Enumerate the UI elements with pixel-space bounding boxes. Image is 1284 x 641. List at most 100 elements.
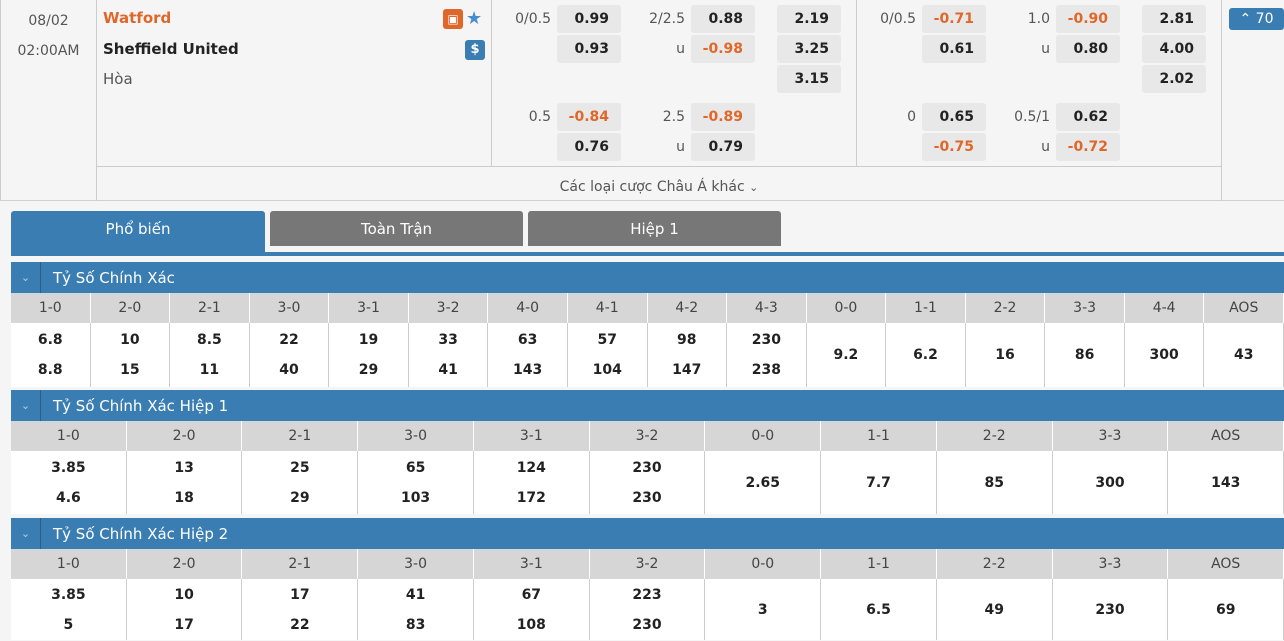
1x2-odds[interactable]: 2.02 [1142, 65, 1206, 93]
score-odds[interactable]: 300 [1095, 474, 1125, 491]
handicap-home-odds[interactable]: 0.65 [922, 103, 986, 131]
score-odds[interactable]: 11 [199, 362, 220, 378]
handicap-away-odds[interactable]: 0.61 [922, 35, 986, 63]
score-odds[interactable]: 5 [63, 616, 74, 633]
score-odds[interactable]: 223 [632, 586, 662, 603]
under-odds[interactable]: 0.79 [691, 133, 755, 161]
handicap-away-odds[interactable]: 0.76 [557, 133, 621, 161]
score-odds[interactable]: 230 [632, 489, 662, 506]
section-header[interactable]: ⌄ Tỷ Số Chính Xác Hiệp 1 [11, 390, 1284, 421]
score-odds[interactable]: 3 [757, 601, 768, 618]
section-header[interactable]: ⌄ Tỷ Số Chính Xác Hiệp 2 [11, 518, 1284, 549]
score-odds[interactable]: 29 [358, 362, 379, 378]
score-odds[interactable]: 22 [279, 332, 299, 348]
score-odds[interactable]: 9.2 [833, 347, 859, 363]
match-row: 08/02 02:00AM Watford Sheffield United H… [0, 0, 1284, 201]
score-odds[interactable]: 17 [290, 586, 310, 603]
score-odds[interactable]: 13 [174, 459, 194, 476]
score-odds[interactable]: 41 [438, 362, 458, 378]
score-odds[interactable]: 3.85 [51, 586, 86, 603]
over-odds[interactable]: 0.88 [691, 5, 755, 33]
score-odds[interactable]: 2.65 [745, 474, 781, 491]
star-icon[interactable]: ★ [466, 8, 483, 29]
score-odds[interactable]: 41 [405, 586, 426, 603]
score-odds[interactable]: 16 [995, 347, 1015, 363]
score-odds[interactable]: 172 [516, 489, 546, 506]
score-odds[interactable]: 67 [521, 586, 542, 603]
handicap-home-odds[interactable]: -0.84 [557, 103, 621, 131]
score-odds[interactable]: 4.6 [55, 489, 81, 506]
score-odds[interactable]: 40 [279, 362, 299, 378]
tab-toan-tran[interactable]: Toàn Trận [270, 211, 523, 246]
score-odds[interactable]: 65 [405, 459, 426, 476]
score-odds[interactable]: 8.5 [197, 332, 222, 348]
more-asian-bets-link[interactable]: Các loại cược Châu Á khác ⌄ [97, 166, 1221, 200]
tab-hiep-1[interactable]: Hiệp 1 [528, 211, 781, 246]
score-odds[interactable]: 43 [1233, 347, 1254, 363]
1x2-odds[interactable]: 2.19 [777, 5, 841, 33]
score-odds[interactable]: 10 [174, 586, 194, 603]
chevron-down-icon[interactable]: ⌄ [11, 262, 41, 293]
handicap-home-odds[interactable]: -0.71 [922, 5, 986, 33]
handicap-home-odds[interactable]: 0.99 [557, 5, 621, 33]
score-odds[interactable]: 8.8 [37, 362, 63, 378]
score-odds[interactable]: 15 [120, 362, 140, 378]
score-odds[interactable]: 6.8 [37, 332, 63, 348]
score-odds[interactable]: 230 [751, 332, 781, 348]
tab-pho-bien[interactable]: Phổ biến [11, 211, 265, 253]
score-odds[interactable]: 17 [174, 616, 194, 633]
handicap-away-odds[interactable]: 0.93 [557, 35, 621, 63]
over-odds[interactable]: -0.89 [691, 103, 755, 131]
score-odds[interactable]: 83 [405, 616, 426, 633]
score-odds[interactable]: 103 [400, 489, 431, 506]
field-icon[interactable]: ▣ [443, 9, 463, 29]
chevron-down-icon[interactable]: ⌄ [11, 518, 41, 549]
score-odds[interactable]: 7.7 [866, 474, 891, 491]
chevron-down-icon[interactable]: ⌄ [11, 390, 41, 421]
home-team[interactable]: Watford [103, 9, 172, 27]
score-odds-cell: 6.2 [886, 323, 966, 387]
score-odds[interactable]: 230 [632, 616, 662, 633]
score-odds[interactable]: 85 [984, 474, 1004, 491]
away-team[interactable]: Sheffield United [103, 40, 239, 58]
score-odds[interactable]: 3.85 [51, 459, 86, 476]
score-odds[interactable]: 104 [592, 362, 622, 378]
score-odds[interactable]: 33 [438, 332, 458, 348]
score-odds[interactable]: 6.2 [913, 347, 938, 363]
under-odds[interactable]: 0.80 [1056, 35, 1120, 63]
over-odds[interactable]: -0.90 [1056, 5, 1120, 33]
over-odds[interactable]: 0.62 [1056, 103, 1120, 131]
score-odds[interactable]: 18 [174, 489, 194, 506]
score-odds[interactable]: 63 [517, 332, 538, 348]
score-odds[interactable]: 238 [751, 362, 781, 378]
1x2-odds[interactable]: 3.15 [777, 65, 841, 93]
dollar-icon[interactable]: $ [465, 40, 485, 60]
score-odds[interactable]: 98 [677, 332, 697, 348]
score-odds[interactable]: 69 [1215, 601, 1236, 618]
score-odds[interactable]: 143 [513, 362, 543, 378]
score-odds[interactable]: 19 [358, 332, 379, 348]
handicap-away-odds[interactable]: -0.75 [922, 133, 986, 161]
score-odds[interactable]: 147 [672, 362, 702, 378]
expand-markets-button[interactable]: ⌃ 70 [1229, 8, 1284, 30]
score-odds[interactable]: 22 [290, 616, 310, 633]
score-odds[interactable]: 49 [984, 601, 1004, 618]
score-odds[interactable]: 230 [632, 459, 662, 476]
section-header[interactable]: ⌄ Tỷ Số Chính Xác [11, 262, 1284, 293]
score-odds[interactable]: 108 [516, 616, 546, 633]
1x2-odds[interactable]: 3.25 [777, 35, 841, 63]
under-odds[interactable]: -0.98 [691, 35, 755, 63]
score-odds[interactable]: 300 [1149, 347, 1179, 363]
score-odds[interactable]: 143 [1211, 474, 1241, 491]
score-odds[interactable]: 124 [516, 459, 546, 476]
score-odds[interactable]: 10 [120, 332, 140, 348]
score-odds[interactable]: 25 [290, 459, 310, 476]
1x2-odds[interactable]: 4.00 [1142, 35, 1206, 63]
score-odds[interactable]: 6.5 [866, 601, 891, 618]
under-odds[interactable]: -0.72 [1056, 133, 1120, 161]
score-odds[interactable]: 230 [1095, 601, 1125, 618]
score-odds[interactable]: 29 [290, 489, 310, 506]
1x2-odds[interactable]: 2.81 [1142, 5, 1206, 33]
score-odds[interactable]: 86 [1074, 347, 1095, 363]
score-odds[interactable]: 57 [597, 332, 617, 348]
